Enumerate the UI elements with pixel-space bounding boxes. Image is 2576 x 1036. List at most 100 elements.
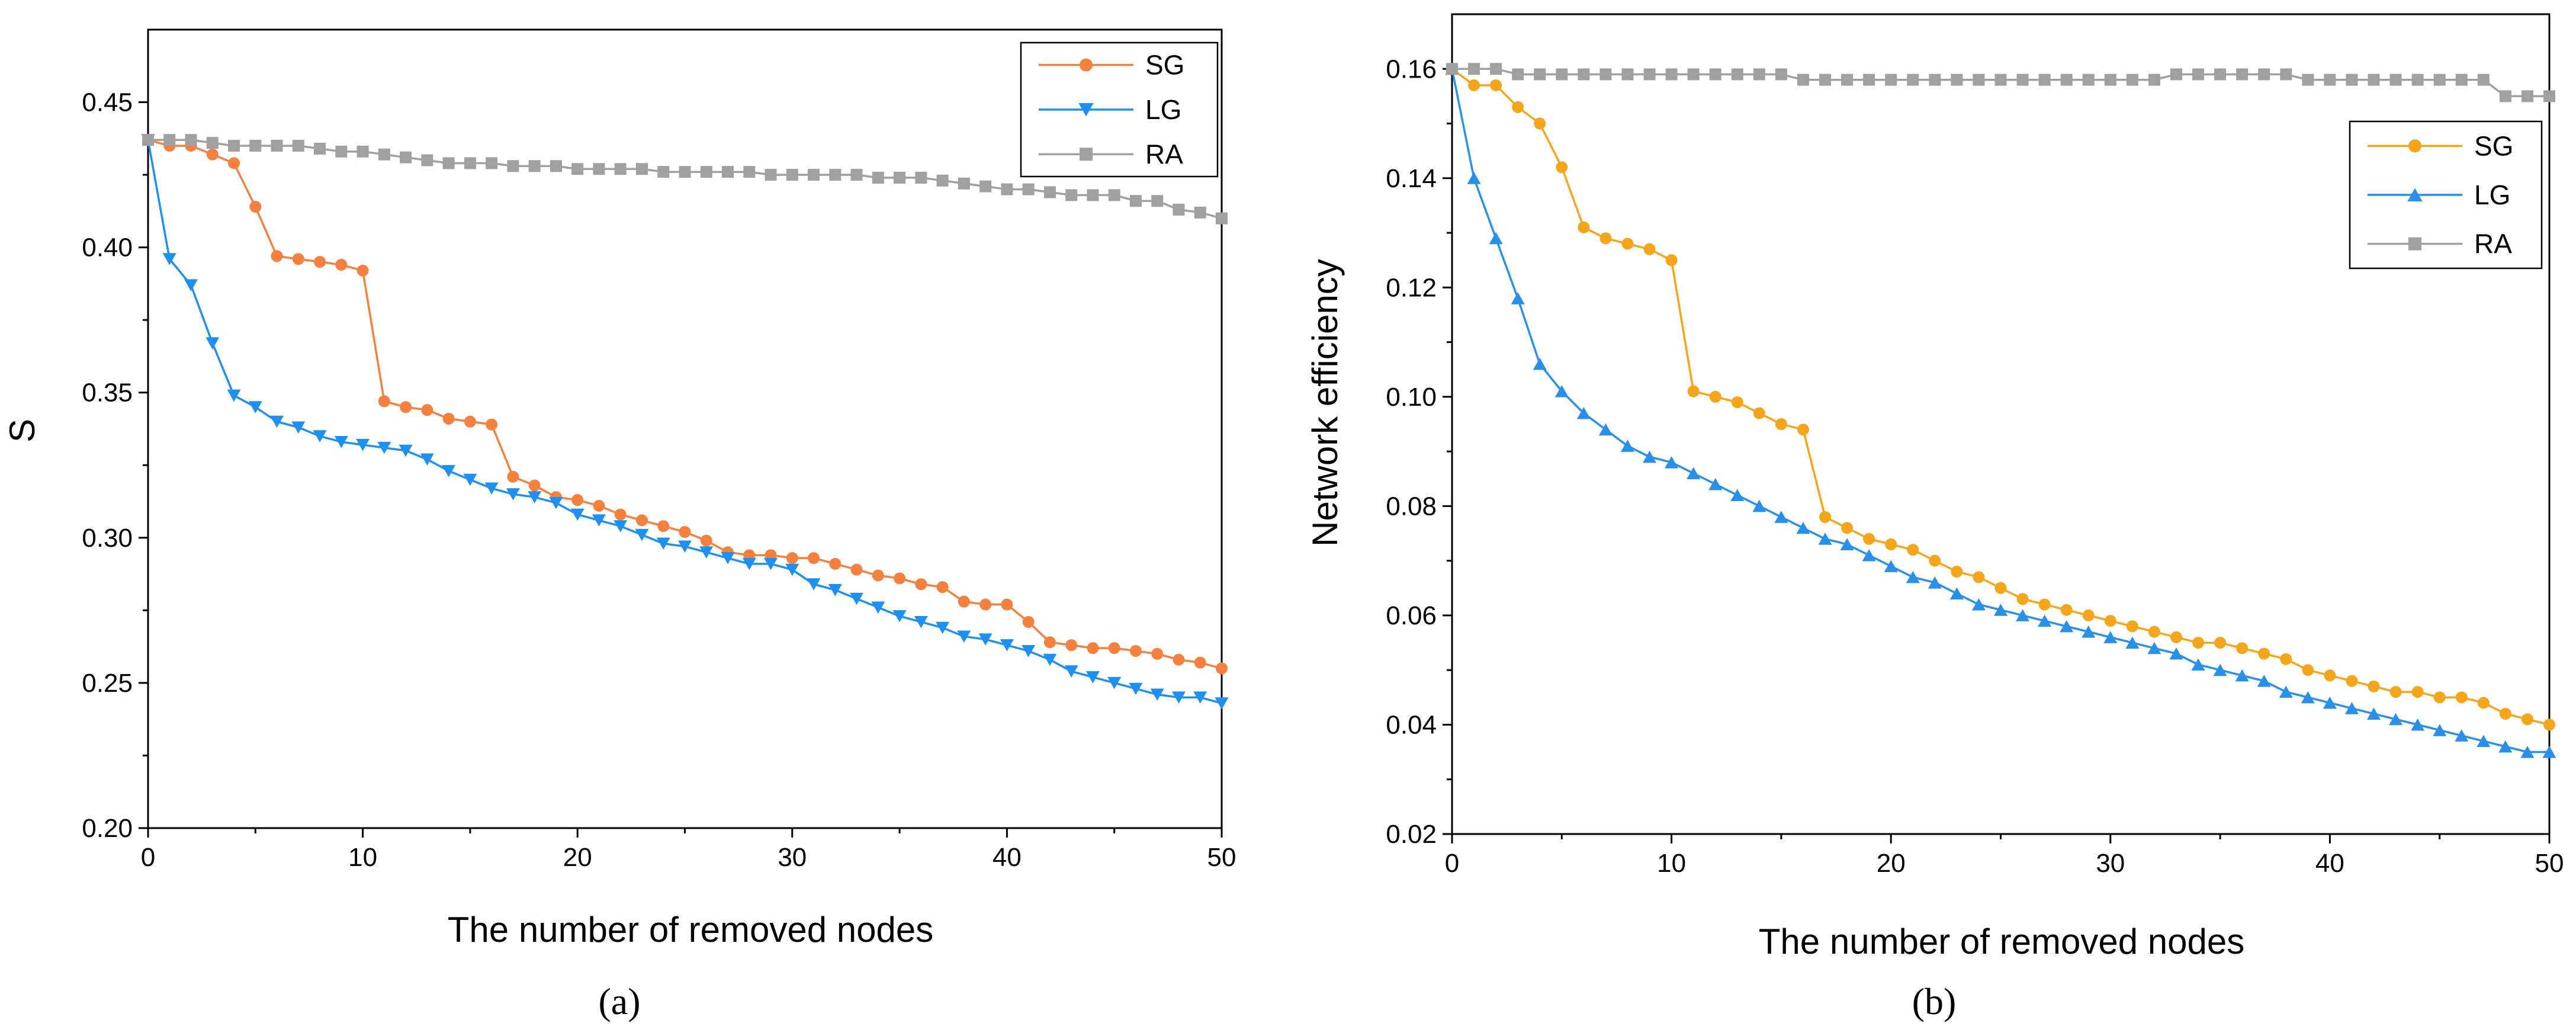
panel-b-series-sg-point bbox=[1512, 101, 1524, 113]
panel-b-series-lg-point bbox=[1533, 358, 1547, 370]
panel-a-y-tick-label: 0.20 bbox=[82, 814, 133, 843]
panel-a-series-lg-point bbox=[699, 546, 714, 559]
panel-a-series-ra-point bbox=[1129, 195, 1142, 207]
panel-b-label: (b) bbox=[1912, 980, 1957, 1022]
panel-b-x-tick-label: 30 bbox=[2096, 849, 2125, 878]
panel-b-legend-entry-sg: SG bbox=[2368, 130, 2513, 161]
panel-a-series-lg-point bbox=[721, 552, 735, 564]
panel-a-series-lg-point bbox=[850, 592, 864, 605]
panel-b-y-tick-label: 0.02 bbox=[1386, 820, 1437, 849]
panel-a-series-ra-point bbox=[936, 174, 949, 187]
panel-a-series-lg bbox=[141, 134, 1229, 710]
panel-b-series-lg-point bbox=[2389, 713, 2403, 726]
panel-b-x-tick-label: 10 bbox=[1657, 849, 1686, 878]
panel-a-series-ra-point bbox=[765, 169, 777, 181]
panel-a-series-sg-point bbox=[936, 581, 949, 594]
panel-b-y-axis-title: Network efficiency bbox=[1305, 259, 1345, 547]
panel-b-series-sg-point bbox=[1929, 554, 1941, 567]
panel-b-series-ra-point bbox=[1973, 73, 1985, 86]
panel-b-series-ra-point bbox=[2082, 73, 2095, 86]
panel-b-series-lg bbox=[1445, 62, 2556, 758]
panel-a-series-sg-point bbox=[421, 404, 433, 416]
panel-a-series-lg-point bbox=[828, 584, 842, 596]
panel-a-series-lg-point bbox=[463, 473, 477, 486]
panel-a-series-ra-point bbox=[421, 154, 433, 166]
panel-a-series-sg-point bbox=[958, 595, 970, 608]
panel-b-series-ra-point bbox=[1731, 68, 1743, 81]
panel-a-legend-entry-lg-swatch-marker bbox=[1078, 103, 1094, 117]
panel-a-series-sg-point bbox=[292, 253, 304, 265]
panel-b-series-sg-point bbox=[2258, 647, 2270, 660]
panel-a-series-lg-point bbox=[936, 621, 950, 634]
panel-b-series-lg-point bbox=[1884, 560, 1898, 572]
panel-b-series-ra-point bbox=[2411, 73, 2424, 86]
panel-a-series-ra-point bbox=[1151, 195, 1164, 207]
panel-b-series-ra-point bbox=[2192, 68, 2205, 81]
panel-a-series-sg-point bbox=[1001, 598, 1013, 611]
panel-a-series-ra-point bbox=[550, 160, 562, 172]
panel-a-series-sg-line bbox=[147, 139, 1222, 670]
panel-b-legend-entry-lg: LG bbox=[2368, 179, 2510, 210]
panel-a-series-sg-point bbox=[679, 526, 691, 538]
panel-b-series-sg-point bbox=[1665, 254, 1678, 267]
panel-b-legend-entry-ra-label: RA bbox=[2474, 229, 2512, 259]
panel-a-y-tick-label: 0.30 bbox=[82, 524, 133, 553]
panel-b-series-lg-point bbox=[2147, 642, 2161, 655]
panel-b-series-lg-point bbox=[1620, 440, 1634, 452]
panel-b-series-sg-point bbox=[2214, 637, 2227, 649]
panel-a-series-sg-point bbox=[1216, 662, 1228, 675]
panel-a-series-ra-point bbox=[850, 169, 863, 181]
panel-b-series-ra-point bbox=[1951, 73, 1963, 86]
panel-b-series-lg-point bbox=[2103, 631, 2118, 643]
panel-b-series-ra-point bbox=[1621, 68, 1634, 81]
panel-a-x-tick-label: 40 bbox=[993, 843, 1022, 872]
panel-a-series-sg-point bbox=[400, 401, 412, 413]
panel-b-series-ra-point bbox=[2302, 73, 2314, 86]
panel-b-series-lg-point bbox=[2213, 663, 2227, 676]
panel-a-series-lg-point bbox=[162, 253, 176, 265]
panel-b-series-sg bbox=[1446, 63, 2555, 731]
panel-a-x-tick-label: 10 bbox=[348, 843, 377, 872]
panel-a-series-ra-point bbox=[829, 169, 841, 181]
panel-b-series-lg-point bbox=[2082, 626, 2096, 638]
panel-a-series-ra-point bbox=[314, 142, 326, 155]
panel-a-series-lg-point bbox=[1215, 697, 1229, 710]
panel-b-series-lg-point bbox=[1752, 499, 1766, 512]
panel-a-series-lg-point bbox=[484, 482, 499, 495]
panel-b-series-sg-point bbox=[1775, 418, 1787, 430]
panel-b-series-ra-point bbox=[2521, 90, 2533, 102]
panel-b-series-lg-point bbox=[2301, 691, 2315, 704]
panel-b-series-sg-point bbox=[1709, 390, 1721, 403]
panel-b-series-lg-point bbox=[1949, 587, 1964, 600]
panel-b-series-sg-point bbox=[2126, 620, 2138, 633]
panel-b-series-sg-point bbox=[2455, 691, 2468, 704]
panel-b-series-lg-point bbox=[2344, 702, 2359, 714]
panel-a-series-sg-point bbox=[528, 479, 541, 492]
panel-b-x-tick-label: 20 bbox=[1877, 849, 1906, 878]
panel-b-series-lg-point bbox=[1774, 511, 1788, 523]
panel-a-series-ra-point bbox=[1001, 183, 1013, 195]
panel-a-y-tick-label: 0.35 bbox=[82, 379, 133, 408]
panel-a-legend-entry-sg-label: SG bbox=[1145, 50, 1184, 81]
panel-b-series-sg-point bbox=[2433, 691, 2446, 704]
panel-b-series-ra-point bbox=[2543, 90, 2555, 102]
panel-b-series-lg-point bbox=[2060, 620, 2074, 633]
panel-a-series-lg-point bbox=[678, 540, 692, 553]
panel-b-series-ra-point bbox=[1643, 68, 1656, 81]
panel-b-legend-entry-sg-swatch-marker bbox=[2408, 139, 2421, 153]
panel-b-series-lg-point bbox=[1796, 521, 1810, 534]
panel-a-series-ra-point bbox=[571, 163, 584, 175]
panel-b-series-lg-point bbox=[1862, 549, 1876, 562]
panel-a-series-lg-point bbox=[570, 508, 584, 521]
panel-a-series-sg-point bbox=[1108, 642, 1120, 655]
panel-b-series-sg-point bbox=[2543, 719, 2555, 731]
panel-a-series-sg-point bbox=[356, 264, 369, 277]
panel-a-series-ra-point bbox=[464, 157, 476, 169]
panel-b-series-ra-point bbox=[1512, 68, 1524, 81]
panel-a-series-lg-point bbox=[1000, 639, 1014, 652]
panel-a-legend-entry-ra-swatch-marker bbox=[1080, 147, 1093, 161]
panel-a-series-lg-point bbox=[1085, 671, 1100, 684]
panel-a-chart: The number of removed nodes S (a) 0 10 20 3… bbox=[2, 28, 1236, 1022]
panel-a-series-ra-point bbox=[593, 163, 605, 175]
